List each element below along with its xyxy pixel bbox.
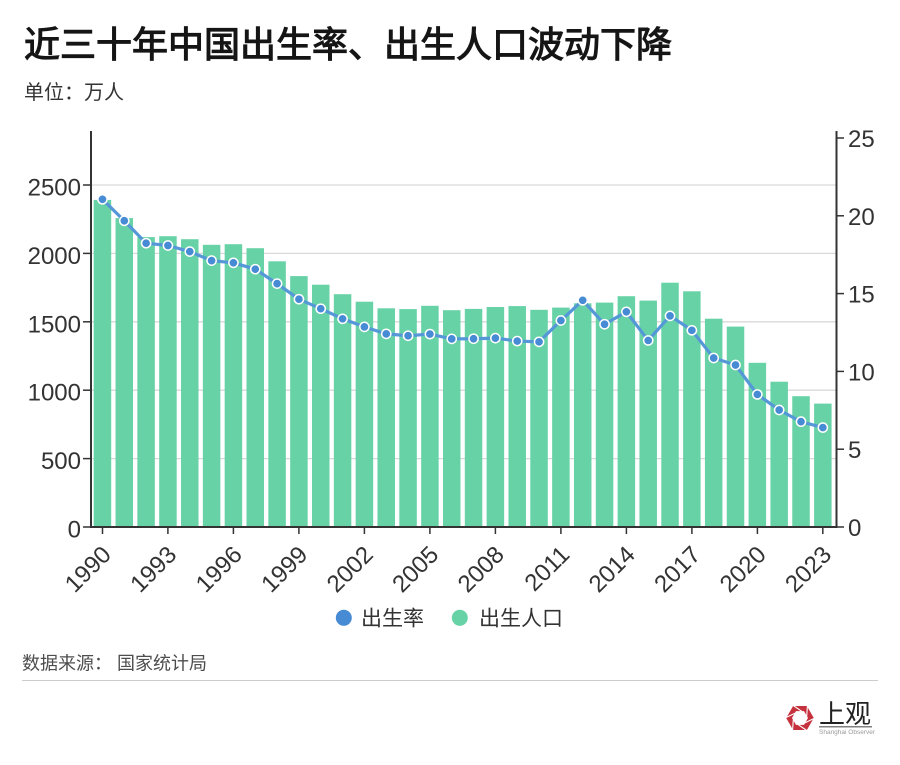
svg-text:2011: 2011 — [520, 541, 576, 597]
svg-text:25: 25 — [848, 126, 875, 153]
svg-text:0: 0 — [68, 517, 81, 544]
svg-text:5: 5 — [848, 437, 861, 464]
svg-text:2014: 2014 — [584, 541, 641, 598]
svg-text:1500: 1500 — [28, 311, 81, 338]
svg-text:1990: 1990 — [60, 541, 117, 598]
svg-text:1999: 1999 — [256, 541, 313, 598]
svg-text:2500: 2500 — [28, 175, 81, 202]
svg-text:出生人口: 出生人口 — [479, 608, 563, 631]
svg-text:2023: 2023 — [780, 541, 837, 598]
svg-text:2020: 2020 — [715, 541, 772, 598]
svg-text:出生率: 出生率 — [361, 608, 424, 631]
svg-text:15: 15 — [848, 282, 875, 309]
svg-text:1993: 1993 — [125, 541, 182, 598]
svg-text:2005: 2005 — [387, 541, 444, 598]
svg-text:近三十年中国出生率、出生人口波动下降: 近三十年中国出生率、出生人口波动下降 — [24, 24, 672, 65]
svg-text:2008: 2008 — [453, 541, 510, 598]
svg-text:20: 20 — [848, 204, 875, 231]
svg-text:上观: 上观 — [819, 700, 871, 729]
svg-text:500: 500 — [41, 448, 81, 475]
svg-text:数据来源： 国家统计局: 数据来源： 国家统计局 — [22, 654, 207, 674]
svg-text:2000: 2000 — [28, 243, 81, 270]
svg-text:2017: 2017 — [649, 541, 706, 598]
svg-text:单位：万人: 单位：万人 — [24, 81, 124, 104]
svg-text:Shanghai Observer: Shanghai Observer — [819, 729, 876, 736]
svg-text:0: 0 — [848, 515, 861, 542]
svg-text:1000: 1000 — [28, 380, 81, 407]
svg-text:1996: 1996 — [191, 541, 248, 598]
svg-text:10: 10 — [848, 359, 875, 386]
svg-text:2002: 2002 — [322, 541, 379, 598]
